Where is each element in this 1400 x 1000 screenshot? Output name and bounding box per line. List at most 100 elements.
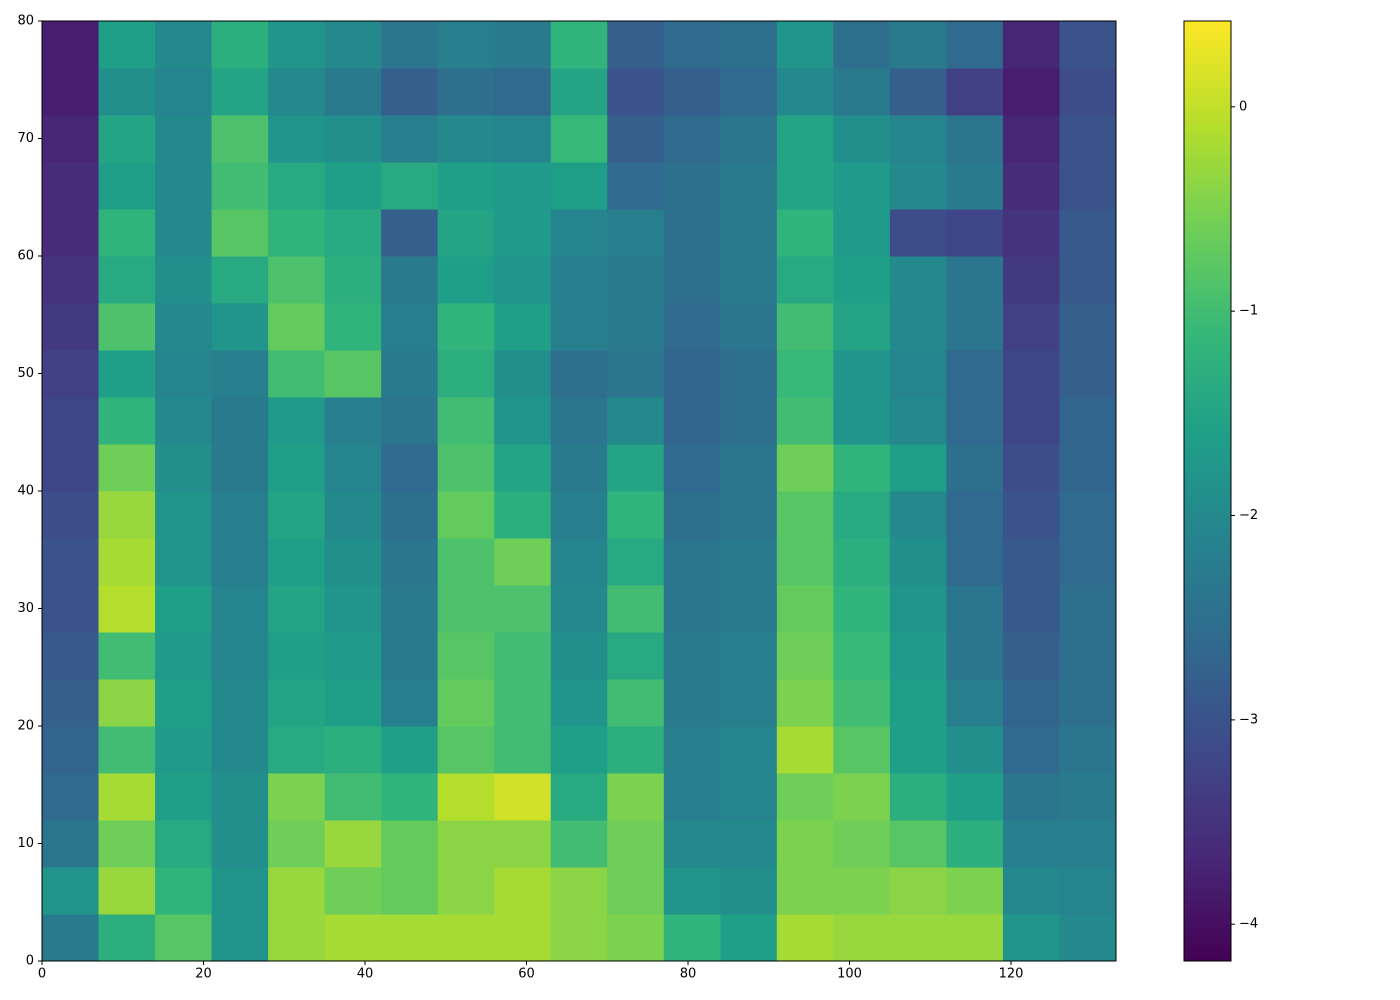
heatmap-cell [776,21,834,69]
heatmap-cell [550,444,608,492]
heatmap-cell [946,444,1004,492]
heatmap-cell [437,867,495,915]
heatmap-cell [381,21,439,69]
heatmap-cell [776,679,834,727]
heatmap-cell [98,491,156,539]
x-tick-label: 80 [680,967,697,982]
heatmap-cell [889,773,947,821]
heatmap-cell [211,820,269,868]
heatmap-cell [155,162,213,210]
heatmap-cell [211,491,269,539]
heatmap-cell [550,632,608,680]
heatmap-cell [437,397,495,445]
heatmap-cell [155,115,213,163]
heatmap-cell [889,162,947,210]
heatmap-cell [268,444,326,492]
heatmap-cell [550,68,608,116]
heatmap-cell [776,773,834,821]
heatmap-cell [720,209,778,257]
heatmap-cell [494,726,552,774]
heatmap-cell [663,209,721,257]
heatmap-cell [211,679,269,727]
heatmap-cell [324,538,382,586]
heatmap-cell [946,350,1004,398]
heatmap-cell [211,115,269,163]
heatmap-cell [946,538,1004,586]
heatmap-cell [946,632,1004,680]
heatmap-cell [776,867,834,915]
heatmap-cell [324,397,382,445]
heatmap-cell [42,867,100,915]
heatmap-cell [437,491,495,539]
heatmap-cell [98,679,156,727]
heatmap-cell [889,256,947,304]
heatmap-cell [155,726,213,774]
heatmap-cell [155,303,213,351]
heatmap-cell [494,350,552,398]
heatmap-cell [1059,867,1117,915]
heatmap-cell [494,491,552,539]
heatmap-cell [98,773,156,821]
heatmap-cell [607,115,665,163]
heatmap-cell [889,632,947,680]
colorbar-tick-label: −4 [1239,917,1258,932]
heatmap-cell [437,256,495,304]
heatmap-cell [663,585,721,633]
heatmap-cell [1059,679,1117,727]
heatmap-cell [494,68,552,116]
heatmap-cell [607,256,665,304]
heatmap-cell [607,350,665,398]
heatmap-cell [42,68,100,116]
heatmap-cell [776,350,834,398]
heatmap-cell [381,914,439,962]
heatmap-cell [211,585,269,633]
heatmap-cell [663,679,721,727]
heatmap-cell [42,820,100,868]
heatmap-cell [324,115,382,163]
heatmap-cell [833,491,891,539]
heatmap-cell [607,820,665,868]
heatmap-cell [155,538,213,586]
heatmap-cell [776,68,834,116]
x-tick-label: 60 [518,967,535,982]
heatmap-cell [42,350,100,398]
heatmap-cell [663,303,721,351]
heatmap-cell [381,820,439,868]
heatmap-cell [381,115,439,163]
heatmap-cell [155,397,213,445]
heatmap-cell [494,256,552,304]
heatmap-cell [776,256,834,304]
heatmap-cell [268,209,326,257]
heatmap-cell [663,914,721,962]
heatmap-cell [1002,538,1060,586]
heatmap-cell [550,115,608,163]
heatmap-cell [211,209,269,257]
heatmap-cell [833,21,891,69]
heatmap-cell [211,773,269,821]
heatmap-cell [776,491,834,539]
heatmap-cell [720,867,778,915]
heatmap-cell [607,632,665,680]
heatmap-cell [98,867,156,915]
heatmap-cell [98,209,156,257]
heatmap-cell [98,632,156,680]
heatmap-cell [550,209,608,257]
heatmap-cell [776,162,834,210]
heatmap-cell [494,632,552,680]
heatmap-cell [1002,397,1060,445]
heatmap-cell [889,397,947,445]
heatmap-cell [776,397,834,445]
heatmap-cell [494,679,552,727]
heatmap-cell [607,773,665,821]
heatmap-cell [324,21,382,69]
heatmap-cell [268,21,326,69]
heatmap-cell [494,209,552,257]
heatmap-cell [776,632,834,680]
heatmap-cell [550,585,608,633]
heatmap-cell [494,820,552,868]
heatmap-cell [324,820,382,868]
heatmap-cell [324,585,382,633]
heatmap-cell [268,538,326,586]
heatmap-cell [98,256,156,304]
heatmap-cell [833,820,891,868]
